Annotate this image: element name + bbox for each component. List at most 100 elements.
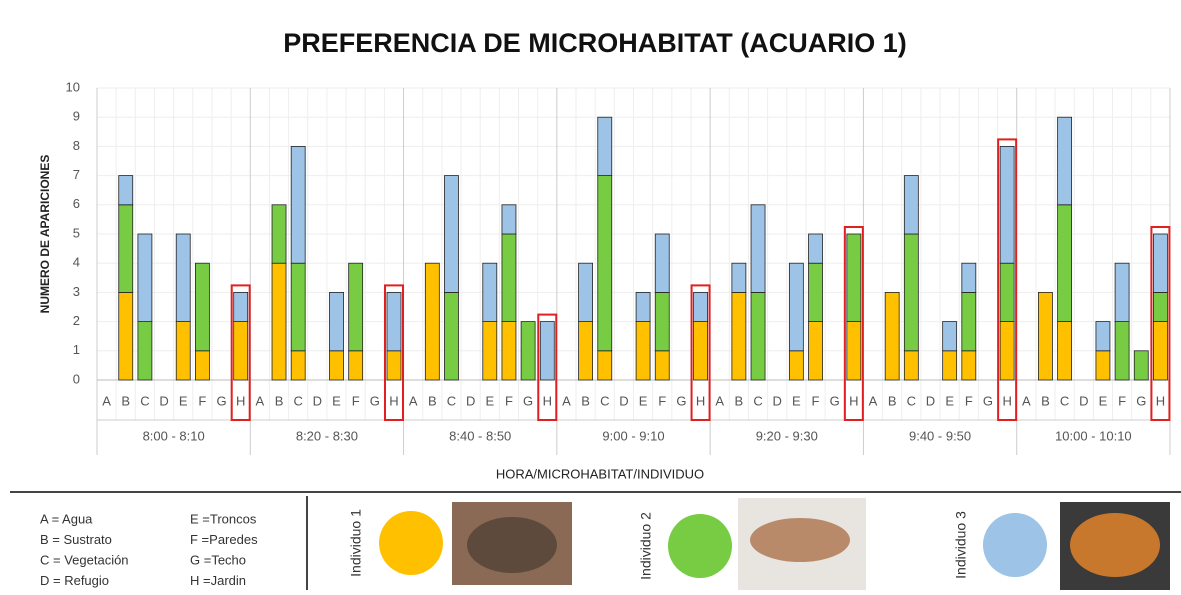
bar-segment: [903, 175, 919, 235]
bar-segment: [175, 321, 191, 381]
highlight-box: [537, 313, 558, 422]
x-tick-label: G: [676, 393, 686, 408]
bar-segment: [1153, 291, 1168, 322]
bar-segment: [654, 350, 670, 381]
highlight-box: [1150, 226, 1171, 421]
x-tick-label: C: [447, 393, 456, 408]
x-tick-label: D: [313, 393, 322, 408]
bar-segment: [233, 321, 249, 381]
y-tick-label: 8: [73, 138, 80, 153]
x-tick-label: G: [523, 393, 533, 408]
highlight-box: [843, 226, 864, 421]
bar-segment: [444, 291, 459, 381]
bar-segment: [1114, 321, 1130, 381]
bar-segment: [520, 321, 536, 381]
x-tick-label: H: [1156, 393, 1165, 408]
bar-segment: [118, 204, 134, 293]
key-item: E =Troncos: [190, 511, 257, 526]
bar-segment: [539, 321, 555, 381]
bar-segment: [693, 321, 708, 381]
key-item: A = Agua: [40, 511, 93, 526]
x-tick-label: E: [179, 393, 188, 408]
y-tick-label: 5: [73, 225, 80, 240]
chart-title: PREFERENCIA DE MICROHABITAT (ACUARIO 1): [283, 28, 907, 58]
bar-segment: [961, 262, 977, 293]
x-tick-label: H: [696, 393, 705, 408]
bar-segment: [501, 204, 517, 235]
bar-segment: [903, 233, 919, 352]
bar-segment: [118, 175, 134, 206]
key-item: F =Paredes: [190, 532, 258, 547]
bar-segment: [999, 262, 1015, 323]
bar-segment: [693, 291, 708, 322]
bar-segment: [731, 291, 747, 381]
bar-segment: [750, 291, 766, 381]
bar-segment: [424, 262, 440, 381]
x-tick-label: E: [792, 393, 801, 408]
x-tick-label: F: [198, 393, 206, 408]
x-tick-label: A: [715, 393, 724, 408]
key-item: D = Refugio: [40, 573, 109, 588]
x-tick-label: A: [1022, 393, 1031, 408]
bar-segment: [118, 291, 134, 381]
x-tick-label: H: [236, 393, 245, 408]
bar-segment: [788, 350, 804, 381]
bar-segment: [290, 350, 306, 381]
group-label: 9:00 - 9:10: [602, 428, 664, 443]
bar-segment: [1057, 116, 1073, 206]
bar-segment: [501, 321, 517, 381]
group-label: 9:40 - 9:50: [909, 428, 971, 443]
legend-swatch: [379, 511, 443, 575]
y-tick-label: 9: [73, 109, 80, 124]
bar-segment: [290, 262, 306, 352]
bar-segment: [329, 291, 344, 352]
bar-segment: [194, 262, 210, 352]
x-tick-label: A: [102, 393, 111, 408]
key-item: C = Vegetación: [40, 552, 129, 567]
x-tick-label: B: [275, 393, 284, 408]
x-tick-label: B: [1041, 393, 1050, 408]
x-tick-label: E: [639, 393, 648, 408]
bar-segment: [635, 321, 651, 381]
x-tick-label: F: [1118, 393, 1126, 408]
bar-segment: [597, 350, 613, 381]
x-tick-label: G: [216, 393, 226, 408]
bar-segment: [597, 175, 613, 352]
y-axis-label: NUMERO DE APARICIONES: [38, 155, 52, 314]
x-tick-label: E: [1099, 393, 1108, 408]
bar-segment: [961, 291, 977, 352]
x-tick-label: D: [159, 393, 168, 408]
key-item: H =Jardin: [190, 573, 246, 588]
y-tick-label: 1: [73, 342, 80, 357]
x-tick-label: A: [869, 393, 878, 408]
x-tick-label: B: [888, 393, 897, 408]
x-tick-label: H: [1002, 393, 1011, 408]
bar-segment: [386, 350, 402, 381]
key-item: B = Sustrato: [40, 532, 112, 547]
x-tick-label: D: [619, 393, 628, 408]
x-tick-label: G: [370, 393, 380, 408]
x-tick-label: C: [907, 393, 916, 408]
y-tick-label: 10: [66, 79, 80, 94]
x-tick-label: H: [849, 393, 858, 408]
legend-label: Individuo 1: [348, 509, 364, 577]
x-tick-label: A: [256, 393, 265, 408]
bar-segment: [290, 145, 306, 264]
x-tick-label: F: [965, 393, 973, 408]
x-tick-label: H: [543, 393, 552, 408]
bar-segment: [731, 262, 747, 293]
bar-segment: [233, 291, 249, 322]
x-tick-label: G: [983, 393, 993, 408]
highlight-box: [690, 284, 711, 421]
bar-segment: [1038, 291, 1053, 381]
bar-segment: [1057, 321, 1073, 381]
bar-segment: [348, 262, 364, 352]
x-tick-label: C: [753, 393, 762, 408]
bar-segment: [444, 175, 459, 293]
highlight-box: [230, 284, 251, 421]
x-tick-label: G: [1136, 393, 1146, 408]
x-tick-label: E: [945, 393, 954, 408]
bar-segment: [654, 291, 670, 352]
bar-segment: [501, 233, 517, 322]
